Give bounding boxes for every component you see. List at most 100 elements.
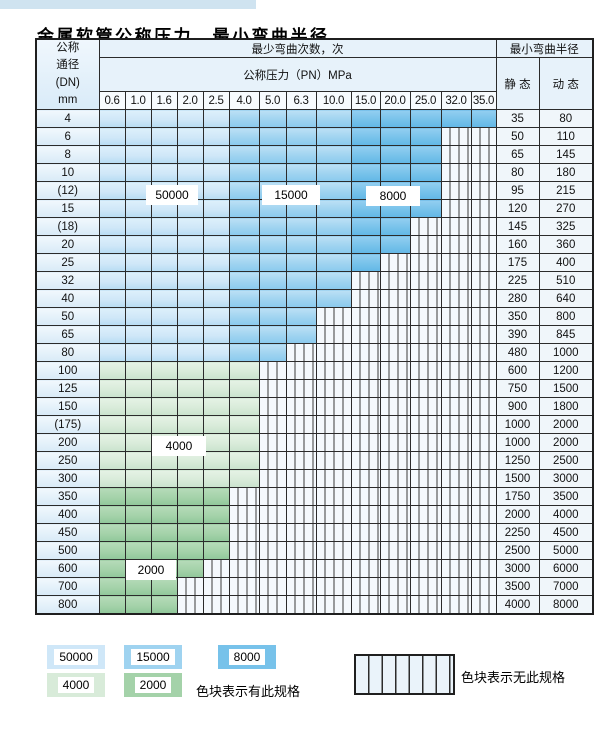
spec-cell: [98, 271, 126, 290]
spec-cell: [285, 163, 317, 182]
spec-cell: [350, 145, 381, 164]
spec-cell: [202, 181, 230, 200]
spec-cell: [409, 577, 442, 596]
spec-cell: [315, 289, 352, 308]
static-radius-value: 2000: [495, 505, 540, 524]
spec-cell: [350, 541, 381, 560]
spec-cell: [409, 469, 442, 488]
spec-cell: [228, 199, 260, 218]
spec-cell: [124, 595, 152, 615]
dynamic-radius-value: 400: [538, 253, 594, 272]
spec-cell: [150, 163, 178, 182]
spec-cell: [379, 523, 411, 542]
table-row: 10 80 180: [35, 163, 594, 182]
dn-label: 32: [35, 271, 100, 290]
dn-label: 350: [35, 487, 100, 506]
dn-label: 6: [35, 127, 100, 146]
spec-cell: [440, 343, 472, 362]
spec-cell: [409, 289, 442, 308]
spec-cell: [440, 523, 472, 542]
spec-cell: [150, 523, 178, 542]
spec-cell: [176, 361, 204, 380]
pressure-col-label: 2.5: [202, 91, 230, 110]
spec-cell: [150, 415, 178, 434]
spec-cell: [350, 577, 381, 596]
spec-cell: [202, 109, 230, 128]
spec-cell: [98, 595, 126, 615]
spec-cell: [315, 577, 352, 596]
spec-cell: [409, 217, 442, 236]
spec-cell: [440, 397, 472, 416]
table-row: 800 4000 8000: [35, 595, 594, 615]
spec-cell: [258, 433, 287, 452]
spec-cell: [124, 307, 152, 326]
spec-cell: [379, 577, 411, 596]
spec-cell: [176, 307, 204, 326]
spec-cell: [150, 325, 178, 344]
spec-cell: [202, 433, 230, 452]
dynamic-radius-value: 8000: [538, 595, 594, 615]
spec-cell: [409, 253, 442, 272]
static-radius-value: 35: [495, 109, 540, 128]
spec-cell: [98, 361, 126, 380]
spec-cell: [98, 127, 126, 146]
static-radius-value: 225: [495, 271, 540, 290]
spec-cell: [98, 217, 126, 236]
pressure-col-label: 10.0: [315, 91, 352, 110]
dynamic-radius-value: 1200: [538, 361, 594, 380]
spec-cell: [228, 145, 260, 164]
spec-cell: [258, 127, 287, 146]
spec-cell: [150, 379, 178, 398]
spec-cell: [379, 595, 411, 615]
pressure-col-label: 15.0: [350, 91, 381, 110]
spec-cell: [150, 595, 178, 615]
pressure-col-label: 1.0: [124, 91, 152, 110]
spec-cell: [202, 289, 230, 308]
spec-cell: [470, 271, 497, 290]
spec-cell: [228, 361, 260, 380]
bend-cycles-header: 最少弯曲次数，次: [98, 38, 497, 58]
spec-cell: [258, 289, 287, 308]
dn-label: 600: [35, 559, 100, 578]
spec-cell: [470, 577, 497, 596]
spec-cell: [228, 127, 260, 146]
spec-cell: [315, 595, 352, 615]
table-row: 65 390 845: [35, 325, 594, 344]
spec-cell: [350, 397, 381, 416]
spec-cell: [202, 217, 230, 236]
dn-label: 25: [35, 253, 100, 272]
spec-cell: [228, 469, 260, 488]
table-row: 25 175 400: [35, 253, 594, 272]
spec-cell: [350, 253, 381, 272]
legend-swatch-label: 2000: [134, 677, 172, 693]
spec-cell: [379, 109, 411, 128]
spec-cell: [98, 235, 126, 254]
spec-cell: [124, 343, 152, 362]
spec-cell: [379, 343, 411, 362]
static-radius-value: 80: [495, 163, 540, 182]
spec-cell: [315, 559, 352, 578]
table-row: 450 2250 4500: [35, 523, 594, 542]
table-row: (175) 1000 2000: [35, 415, 594, 434]
spec-cell: [440, 577, 472, 596]
dynamic-radius-value: 3000: [538, 469, 594, 488]
spec-cell: [258, 145, 287, 164]
spec-cell: [228, 415, 260, 434]
spec-cell: [202, 253, 230, 272]
spec-cell: [124, 361, 152, 380]
spec-cell: [202, 379, 230, 398]
spec-cell: [176, 289, 204, 308]
static-radius-value: 3000: [495, 559, 540, 578]
pressure-col-label: 5.0: [258, 91, 287, 110]
spec-cell: [470, 325, 497, 344]
spec-cell: [258, 595, 287, 615]
static-radius-value: 280: [495, 289, 540, 308]
legend-swatch-label: 4000: [57, 677, 95, 693]
spec-cell: [176, 541, 204, 560]
legend-swatch-8000: 8000: [218, 645, 276, 669]
table-row: 150 900 1800: [35, 397, 594, 416]
spec-cell: [470, 379, 497, 398]
spec-cell: [315, 433, 352, 452]
spec-cell: [202, 127, 230, 146]
spec-cell: [176, 559, 204, 578]
